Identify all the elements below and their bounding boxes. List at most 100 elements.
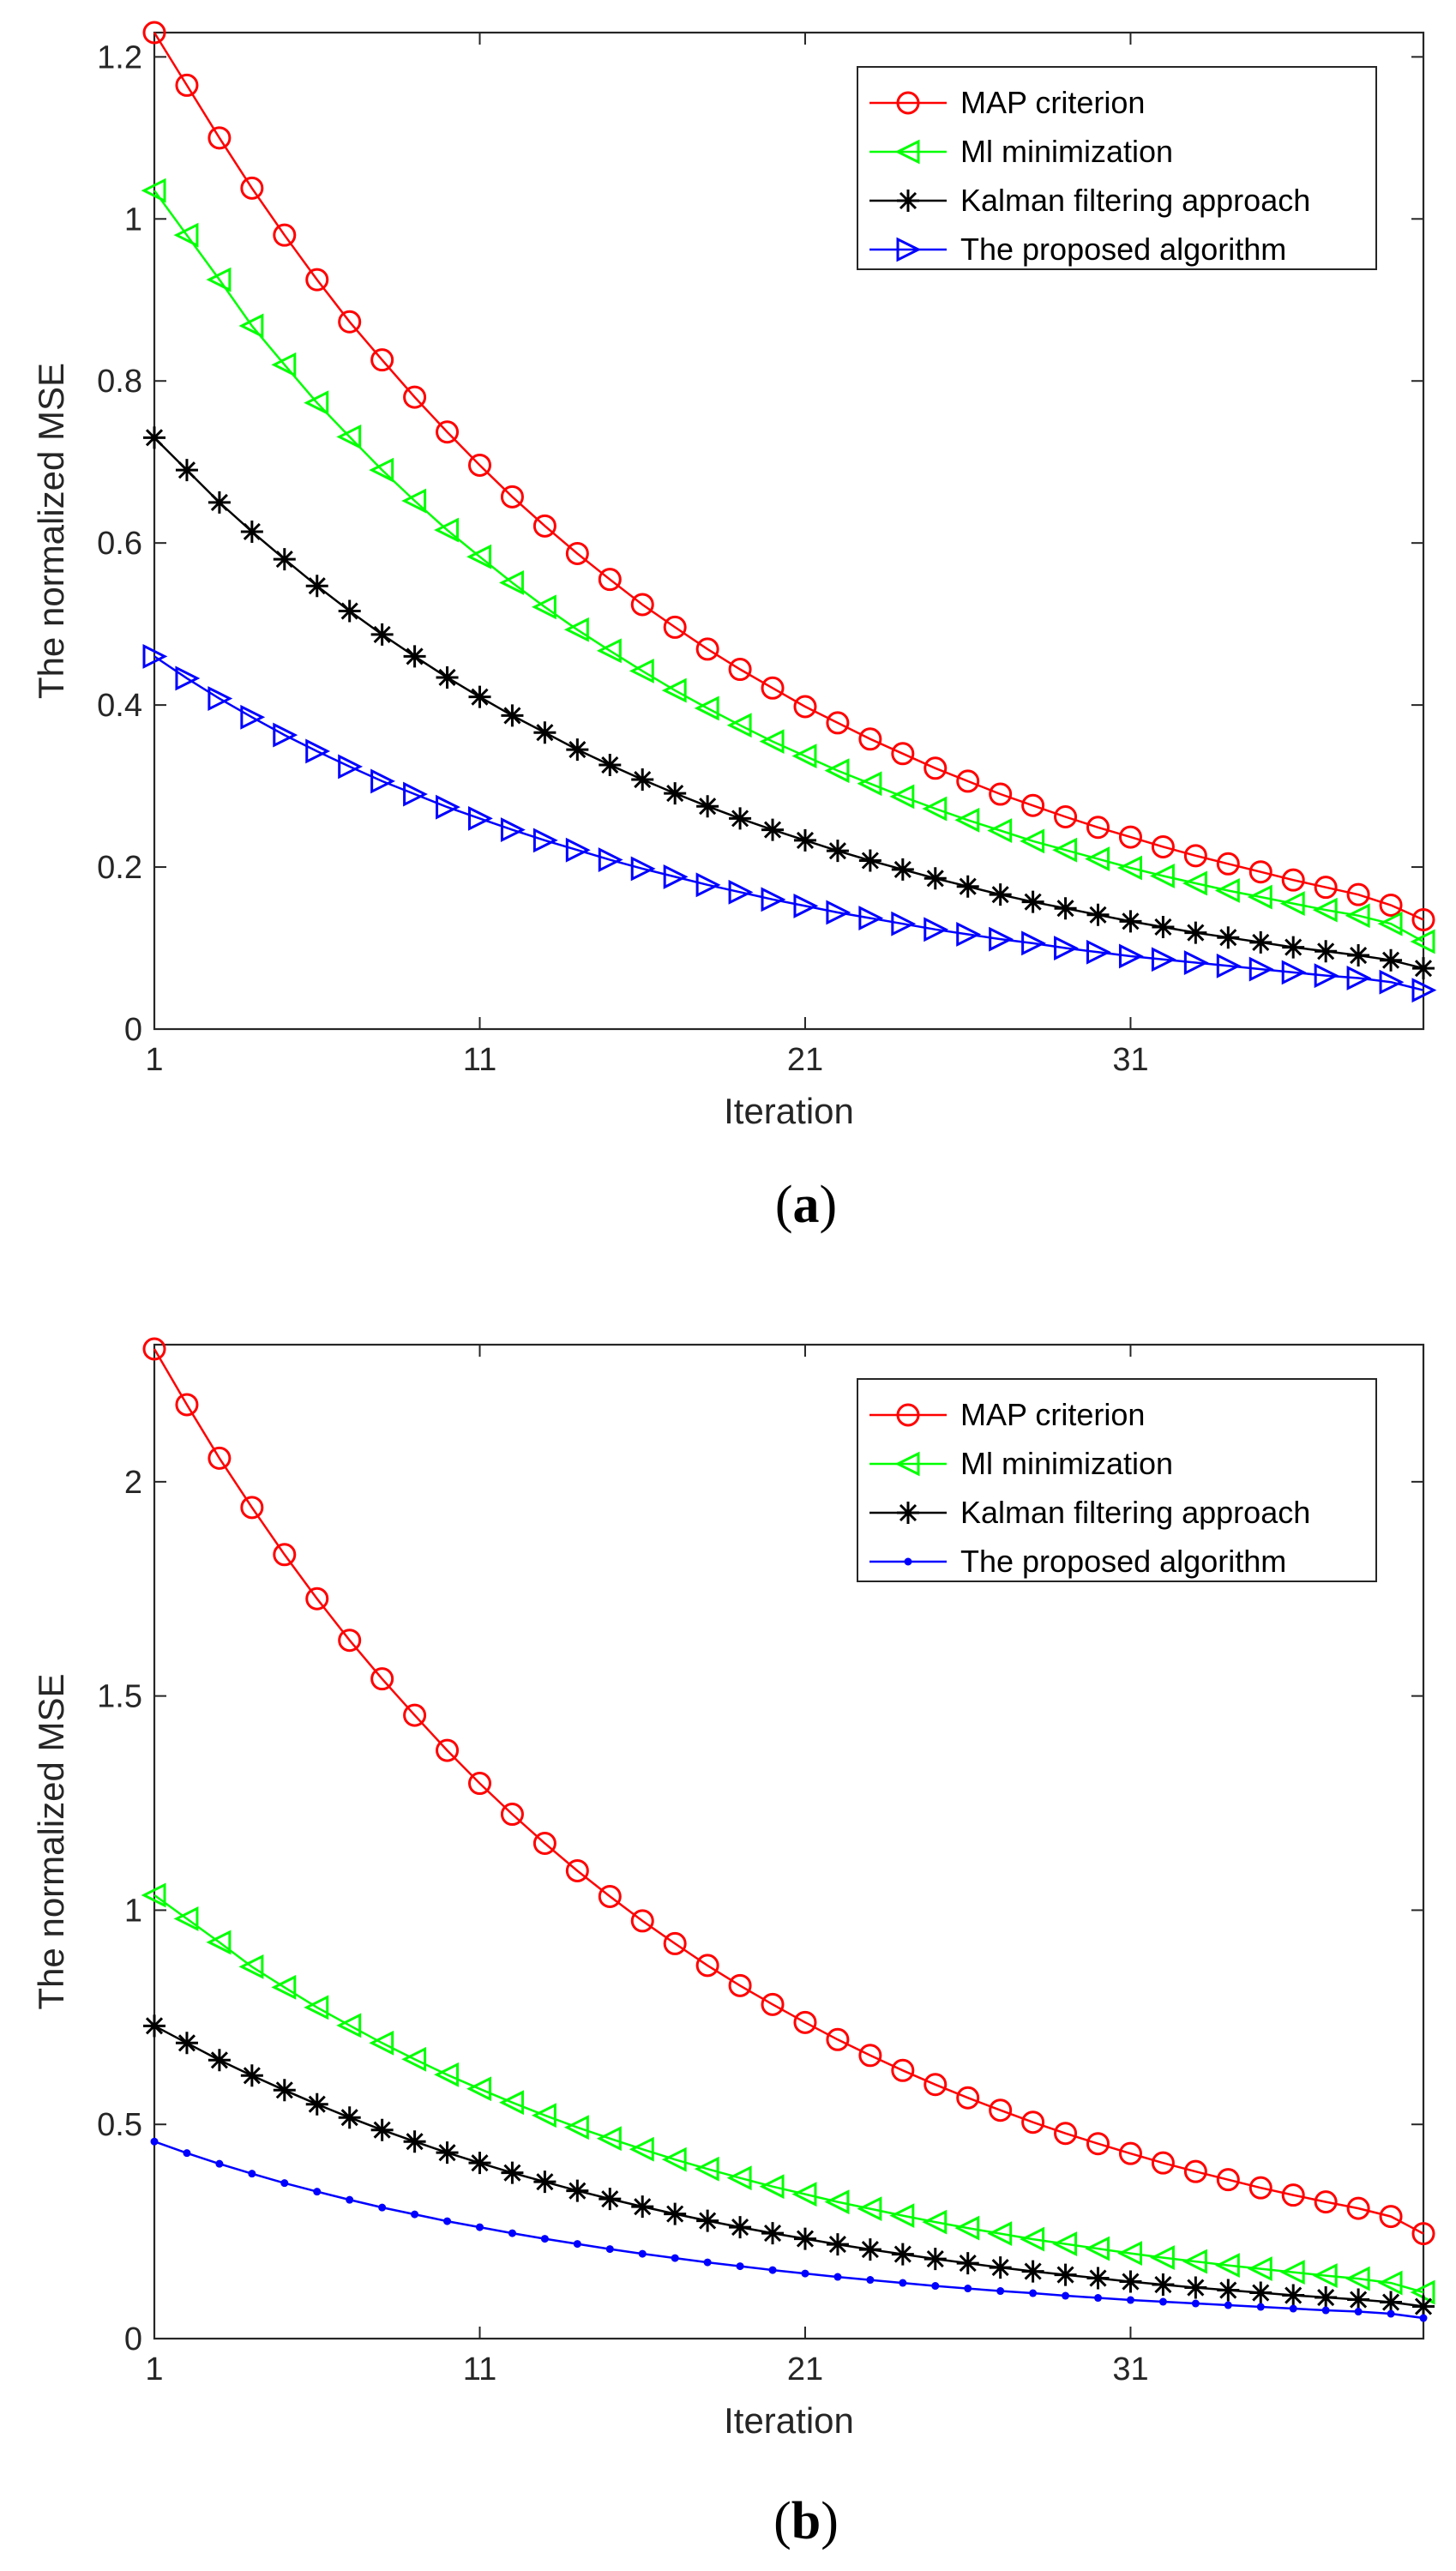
chart-a-point-map [1314, 876, 1338, 900]
chart-a-point-kalman [1054, 897, 1077, 920]
chart-a-point-kalman [761, 818, 785, 841]
chart-a-ytick-label: 0.4 [97, 688, 142, 724]
chart-b-point-ml [1345, 2266, 1370, 2291]
chart-b-point-kalman [175, 2032, 198, 2055]
chart-a-point-map [826, 711, 850, 735]
chart-b-point-ml [694, 2156, 719, 2182]
chart-a-line-map [153, 32, 1424, 921]
chart-b-point-ml [173, 1906, 199, 1931]
chart-a-point-proposed [500, 817, 526, 843]
chart-a-legend-label-proposed: The proposed algorithm [960, 232, 1286, 267]
chart-b-point-map [761, 1992, 785, 2016]
chart-b-xlabel: Iteration [724, 2400, 854, 2441]
chart-b-point-proposed [605, 2245, 614, 2254]
chart-a-point-proposed [240, 704, 266, 730]
chart-b-ylabel: The normalized MSE [31, 1673, 71, 2009]
chart-a-point-proposed [826, 900, 851, 925]
chart-b-point-proposed [996, 2287, 1005, 2296]
chart-b-point-proposed [931, 2282, 940, 2291]
chart-a-legend-marker-map [896, 91, 920, 115]
chart-a-point-map [305, 268, 329, 292]
chart-a-point-ml [1279, 891, 1305, 916]
chart-b-point-proposed [638, 2249, 647, 2258]
chart-a-point-map [273, 223, 297, 247]
chart-a-point-map [728, 658, 752, 682]
chart-a-point-kalman [858, 849, 881, 872]
chart-a-point-proposed [630, 856, 656, 882]
chart-b-point-kalman [1086, 2267, 1110, 2290]
chart-a-xtick-label: 11 [463, 1042, 496, 1078]
chart-b-point-map [208, 1446, 232, 1470]
chart-b-legend-marker-map [896, 1403, 920, 1427]
chart-b-xtick-label: 31 [1112, 2351, 1148, 2387]
chart-b-point-proposed [1158, 2297, 1167, 2306]
chart-b-point-ml [1020, 2226, 1045, 2252]
chart-b-ytick-label: 1.5 [97, 1679, 142, 1715]
chart-a-point-ml [434, 517, 460, 543]
chart-b-point-kalman [858, 2238, 881, 2261]
chart-b-point-kalman [501, 2161, 524, 2184]
chart-b-point-kalman [1315, 2286, 1338, 2309]
chart-a-point-proposed [989, 926, 1014, 952]
chart-b-point-ml [1377, 2270, 1403, 2296]
chart-a-point-map [1086, 816, 1110, 840]
chart-a-caption-letter: a [793, 1176, 820, 1234]
chart-a-point-proposed [305, 738, 331, 764]
chart-b-point-kalman [729, 2216, 752, 2239]
chart-b-point-map [142, 1337, 166, 1361]
chart-b-point-proposed [248, 2170, 256, 2178]
chart-a-point-kalman [1119, 910, 1142, 933]
chart-a-point-proposed [273, 722, 298, 748]
chart-a-point-kalman [1184, 921, 1207, 944]
chart-a-ytick-label: 0.6 [97, 526, 142, 562]
chart-a-point-map [924, 756, 948, 780]
chart-a-legend-marker-proposed [896, 237, 922, 262]
chart-a-point-ml [857, 771, 882, 797]
chart-a-point-ml [629, 659, 654, 683]
chart-a-point-ml [922, 796, 948, 822]
chart-b-legend: MAP criterion Ml minimization Kalman filte… [857, 1378, 1377, 1582]
chart-b-point-ml [987, 2221, 1013, 2247]
chart-b-point-map [663, 1931, 687, 1955]
chart-b-legend-marker-kalman [897, 1502, 919, 1524]
chart-a-point-ml [1085, 846, 1110, 872]
chart-a-point-proposed [956, 922, 982, 947]
chart-b-point-map [695, 1954, 719, 1978]
chart-b-point-kalman [664, 2202, 687, 2225]
chart-b-ytick-label: 0.5 [97, 2107, 142, 2143]
chart-a-point-kalman [175, 459, 198, 482]
chart-a-point-proposed [1183, 950, 1209, 975]
chart-b-point-ml [1085, 2236, 1110, 2261]
chart-b-point-kalman [1184, 2276, 1207, 2299]
chart-b-xtick-label: 11 [463, 2351, 496, 2387]
chart-a-point-proposed [467, 805, 493, 831]
chart-a-point-proposed [891, 911, 917, 936]
chart-a-point-proposed [1216, 953, 1242, 978]
chart-b-point-map [630, 1909, 654, 1933]
chart-b-point-map [728, 1973, 752, 1997]
chart-a-point-map [467, 453, 491, 477]
chart-b-point-map [1346, 2196, 1370, 2220]
chart-b-point-kalman [1380, 2291, 1403, 2314]
chart-b-point-map [1281, 2183, 1305, 2207]
chart-b-point-ml [1247, 2256, 1272, 2281]
chart-a-point-ml [173, 222, 199, 248]
chart-a-legend-marker-ml [894, 139, 920, 165]
chart-b-point-kalman [403, 2130, 426, 2153]
chart-a-point-proposed [1314, 963, 1339, 989]
chart-b-point-kalman [436, 2141, 459, 2165]
chart-a-ytick-label: 0.8 [97, 364, 142, 400]
chart-a-point-kalman [989, 883, 1012, 906]
chart-a-line-proposed [153, 655, 1424, 991]
chart-b-point-map [1086, 2132, 1110, 2156]
chart-b-ytick-label: 1 [124, 1893, 142, 1929]
chart-b-point-map [598, 1884, 622, 1908]
chart-b-point-kalman [1021, 2260, 1044, 2283]
chart-b-point-kalman [1054, 2263, 1077, 2286]
chart-b-point-map [338, 1629, 362, 1653]
chart-a-xlabel: Iteration [724, 1091, 854, 1131]
chart-b-point-ml [141, 1882, 166, 1908]
chart-a-point-map [630, 593, 654, 617]
chart-b-point-proposed [508, 2229, 516, 2237]
